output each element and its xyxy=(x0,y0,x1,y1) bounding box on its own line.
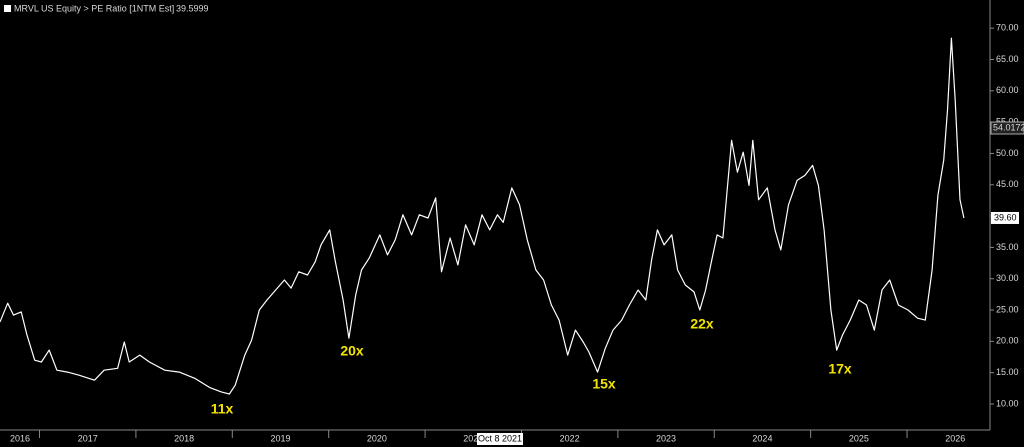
crosshair-date-box xyxy=(477,433,523,445)
annotation: 20x xyxy=(340,343,364,359)
crosshair-value: 54.0172 xyxy=(993,122,1024,132)
y-tick-label: 15.00 xyxy=(996,367,1019,377)
y-tick-label: 10.00 xyxy=(996,398,1019,408)
annotation: 22x xyxy=(690,316,714,332)
x-tick-label: 2024 xyxy=(752,433,772,443)
y-tick-label: 70.00 xyxy=(996,23,1019,33)
x-tick-label: 2025 xyxy=(849,433,869,443)
legend-swatch xyxy=(4,5,11,12)
annotation: 11x xyxy=(211,401,234,417)
last-value: 39.60 xyxy=(994,212,1017,222)
crosshair-date: Oct 8 2021 xyxy=(478,433,522,443)
last-value-box xyxy=(991,211,1019,224)
y-tick-label: 45.00 xyxy=(996,179,1019,189)
x-tick-label: 2019 xyxy=(270,433,290,443)
y-tick-label: 20.00 xyxy=(996,336,1019,346)
legend-value: 39.5999 xyxy=(176,3,209,13)
y-tick-label: 35.00 xyxy=(996,242,1019,252)
y-tick-label: 30.00 xyxy=(996,273,1019,283)
price-line xyxy=(0,37,965,395)
y-tick-label: 65.00 xyxy=(996,54,1019,64)
annotation: 15x xyxy=(592,376,616,392)
x-tick-label: 2018 xyxy=(174,433,194,443)
x-tick-label: 2022 xyxy=(560,433,580,443)
legend-label: MRVL US Equity > PE Ratio [1NTM Est] xyxy=(14,3,174,13)
annotation: 17x xyxy=(828,361,852,377)
y-tick-label: 50.00 xyxy=(996,148,1019,158)
x-tick-label: 2020 xyxy=(367,433,387,443)
x-tick-label: 2021 xyxy=(463,433,483,443)
y-tick-label: 60.00 xyxy=(996,85,1019,95)
x-tick-label: 2026 xyxy=(945,433,965,443)
y-tick-label: 25.00 xyxy=(996,304,1019,314)
x-tick-label: 2023 xyxy=(656,433,676,443)
crosshair-value-box xyxy=(990,121,1024,135)
x-tick-label: 2017 xyxy=(78,433,98,443)
x-tick-label: 2016 xyxy=(10,433,30,443)
